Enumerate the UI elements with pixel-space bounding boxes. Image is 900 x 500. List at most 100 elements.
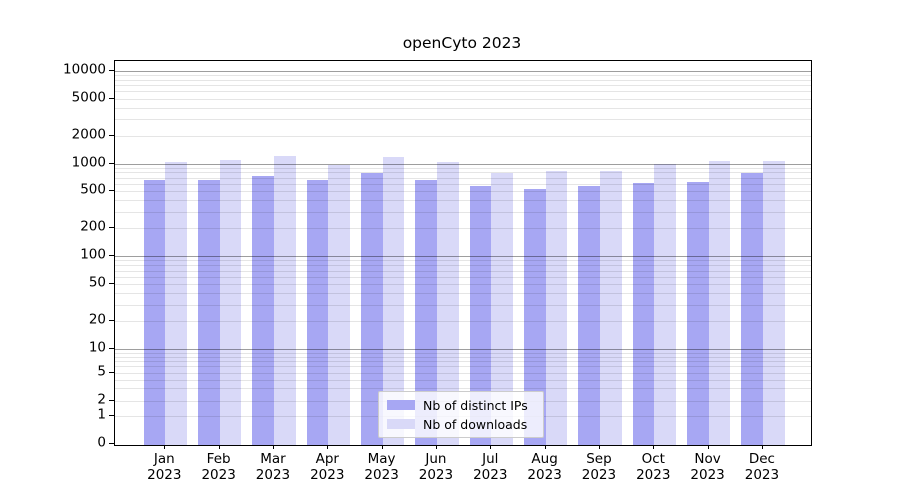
- x-tick-label: Dec 2023: [744, 451, 780, 483]
- x-tick-label: Oct 2023: [636, 451, 671, 483]
- gridline: [115, 75, 811, 77]
- gridline: [115, 260, 811, 262]
- gridline: [115, 228, 811, 230]
- y-tick-mark: [109, 415, 114, 416]
- y-tick-mark: [109, 371, 114, 373]
- y-tick-label: 2: [97, 391, 106, 408]
- x-tick-mark: [381, 445, 383, 449]
- y-tick-mark: [109, 319, 114, 321]
- x-tick-mark: [761, 445, 763, 449]
- y-tick-label: 5: [97, 363, 106, 380]
- x-tick-mark: [272, 445, 274, 449]
- legend-row: Nb of distinct IPs: [387, 397, 535, 413]
- x-tick-mark: [653, 445, 655, 449]
- bar-distinct-ips: [252, 175, 274, 445]
- y-tick-label: 10: [88, 339, 106, 356]
- legend-row: Nb of downloads: [387, 416, 535, 432]
- y-tick-mark: [109, 227, 114, 229]
- gridline: [115, 163, 811, 165]
- y-tick-mark: [109, 255, 114, 257]
- gridline: [115, 91, 811, 93]
- x-tick-mark: [490, 445, 492, 449]
- gridline: [115, 135, 811, 137]
- gridline: [115, 304, 811, 306]
- gridline: [115, 379, 811, 381]
- bar-downloads: [273, 155, 296, 445]
- bar-downloads: [328, 164, 350, 445]
- gridline: [115, 191, 811, 193]
- chart-title: openCyto 2023: [402, 34, 522, 52]
- bar-distinct-ips: [415, 179, 437, 445]
- y-tick-mark: [109, 162, 114, 164]
- gridline: [115, 177, 811, 179]
- y-tick-label: 2000: [71, 126, 106, 143]
- bar-distinct-ips: [306, 180, 329, 445]
- y-tick-label: 500: [80, 181, 106, 198]
- gridline: [115, 320, 811, 322]
- bar-downloads: [219, 160, 242, 445]
- bar-distinct-ips: [741, 172, 763, 445]
- x-tick-label: Jan 2023: [147, 451, 182, 483]
- y-tick-label: 50: [88, 274, 106, 291]
- x-tick-label: Aug 2023: [527, 451, 562, 483]
- gridline: [115, 98, 811, 100]
- gridline: [115, 107, 811, 109]
- gridline: [115, 85, 811, 87]
- y-tick-label: 10000: [63, 61, 106, 78]
- x-tick-label: Jun 2023: [418, 451, 454, 483]
- y-tick-mark: [109, 443, 114, 444]
- plot-area: [114, 60, 812, 446]
- gridline: [115, 276, 811, 278]
- y-tick-label: 5000: [71, 89, 106, 106]
- bar-distinct-ips: [578, 186, 600, 445]
- gridline: [115, 172, 811, 174]
- x-tick-mark: [544, 445, 546, 449]
- x-tick-mark: [164, 445, 166, 449]
- bar-distinct-ips: [361, 173, 383, 445]
- bar-distinct-ips: [687, 181, 709, 445]
- bar-downloads: [654, 164, 676, 445]
- legend-swatch: [387, 419, 415, 429]
- legend: Nb of distinct IPs Nb of downloads: [378, 391, 544, 438]
- x-tick-label: Mar 2023: [255, 451, 291, 483]
- bar-distinct-ips: [198, 180, 220, 445]
- gridline: [115, 70, 811, 72]
- y-tick-mark: [109, 69, 114, 71]
- gridline: [115, 366, 811, 368]
- legend-label: Nb of distinct IPs: [423, 397, 528, 413]
- y-tick-label: 1000: [71, 154, 106, 170]
- gridline: [115, 256, 811, 258]
- bar-downloads: [599, 171, 622, 445]
- gridline: [115, 79, 811, 81]
- y-tick-label: 200: [80, 218, 106, 235]
- gridline: [115, 211, 811, 213]
- gridline: [115, 352, 811, 354]
- x-tick-label: Apr 2023: [310, 451, 345, 483]
- gridline: [115, 119, 811, 121]
- bar-downloads: [436, 161, 459, 445]
- gridline: [115, 184, 811, 186]
- gridline: [115, 200, 811, 202]
- x-tick-mark: [598, 445, 600, 449]
- x-tick-label: Sep 2023: [581, 451, 617, 483]
- gridline: [115, 265, 811, 267]
- x-tick-label: Nov 2023: [690, 451, 725, 483]
- x-tick-mark: [218, 445, 220, 449]
- gridline: [115, 388, 811, 390]
- y-tick-mark: [109, 97, 114, 99]
- gridline: [115, 270, 811, 272]
- gridline: [115, 167, 811, 169]
- gridline: [115, 356, 811, 358]
- y-tick-mark: [109, 134, 114, 136]
- bar-distinct-ips: [143, 180, 166, 445]
- gridline: [115, 348, 811, 350]
- x-tick-label: May 2023: [364, 451, 399, 483]
- bar-downloads: [165, 161, 187, 445]
- legend-label: Nb of downloads: [423, 416, 528, 432]
- gridline: [115, 372, 811, 374]
- gridline: [115, 284, 811, 286]
- bar-distinct-ips: [469, 185, 492, 445]
- gridline: [115, 293, 811, 295]
- y-tick-mark: [109, 190, 114, 192]
